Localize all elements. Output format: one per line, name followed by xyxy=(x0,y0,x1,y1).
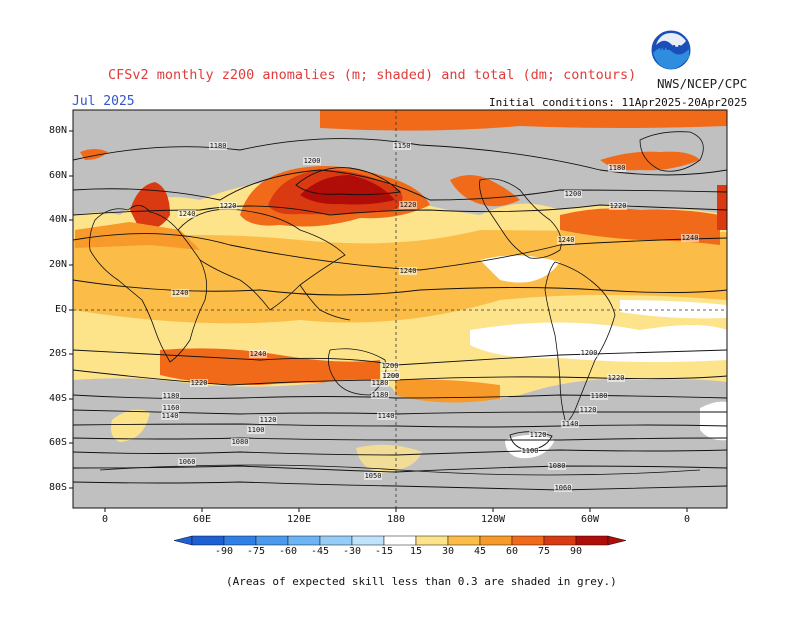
contour-label: 1100 xyxy=(248,426,265,434)
colorbar-swatch xyxy=(575,535,609,546)
shaded-anomalies xyxy=(73,110,727,508)
lon-label-0: 0 xyxy=(101,514,109,525)
contour-label: 1240 xyxy=(400,267,417,275)
contour-label: 1050 xyxy=(365,472,382,480)
lat-label-60s: 60S xyxy=(48,437,67,448)
coastlines xyxy=(89,131,704,476)
colorbar-swatch xyxy=(191,535,225,546)
contour-label: 1200 xyxy=(581,349,598,357)
lat-label-80n: 80N xyxy=(48,125,67,136)
colorbar-tick-label: 60 xyxy=(505,546,519,557)
contour-label: 1060 xyxy=(179,458,196,466)
colorbar-swatch xyxy=(447,535,481,546)
contour-label: 1180 xyxy=(609,164,626,172)
skill-footnote: (Areas of expected skill less than 0.3 a… xyxy=(226,575,617,588)
lat-label-eq: EQ xyxy=(54,304,67,315)
axis-ticks xyxy=(69,130,688,512)
lon-label-0-east: 0 xyxy=(683,514,691,525)
contour-label: 1140 xyxy=(378,412,395,420)
contour-label: 1160 xyxy=(163,404,180,412)
colorbar-tick-label: -15 xyxy=(374,546,394,557)
colorbar-swatch xyxy=(319,535,353,546)
colorbar-tick-label: 90 xyxy=(569,546,583,557)
colorbar-swatch xyxy=(287,535,321,546)
lon-label-60w: 60W xyxy=(580,514,600,525)
contour-label: 1200 xyxy=(304,157,321,165)
contour-label: 1220 xyxy=(220,202,237,210)
contour-label: 1120 xyxy=(530,431,547,439)
contour-label: 1120 xyxy=(580,406,597,414)
contour-labels: 1180 115012001220124012401240122011801200… xyxy=(161,142,699,492)
contour-label: 1180 xyxy=(372,379,389,387)
lat-label-60n: 60N xyxy=(48,170,67,181)
colorbar-swatch xyxy=(223,535,257,546)
contour-label: 1240 xyxy=(558,236,575,244)
contour-label: 1100 xyxy=(522,447,539,455)
lon-label-180: 180 xyxy=(386,514,406,525)
contour-label: 1240 xyxy=(179,210,196,218)
contour-label: 1140 xyxy=(562,420,579,428)
lon-label-120e: 120E xyxy=(286,514,312,525)
forecast-period: Jul 2025 xyxy=(72,94,135,109)
colorbar-swatch xyxy=(543,535,577,546)
contour-label: 1240 xyxy=(682,234,699,242)
contour-label: 1220 xyxy=(400,201,417,209)
contour-label: 1220 xyxy=(608,374,625,382)
contour-label: 1240 xyxy=(172,289,189,297)
contour-label: 1180 xyxy=(591,392,608,400)
contour-label: 1220 xyxy=(191,379,208,387)
contour-label: 1140 xyxy=(162,412,179,420)
contour-label: 1060 xyxy=(555,484,572,492)
colorbar-tick-label: -90 xyxy=(214,546,234,557)
colorbar-tick-label: 15 xyxy=(409,546,423,557)
contour-label: 1180 xyxy=(372,391,389,399)
colorbar-right-arrow xyxy=(607,535,627,546)
contour-label: 1220 xyxy=(610,202,627,210)
lon-label-60e: 60E xyxy=(192,514,212,525)
lat-label-20s: 20S xyxy=(48,348,67,359)
contour-label: 1150 xyxy=(394,142,411,150)
colorbar-tick-label: -75 xyxy=(246,546,266,557)
lon-label-120w: 120W xyxy=(480,514,506,525)
colorbar-swatch xyxy=(351,535,385,546)
contour-label: 1200 xyxy=(383,372,400,380)
initial-conditions: Initial conditions: 11Apr2025-20Apr2025 xyxy=(489,96,748,109)
contour-label: 1180 xyxy=(163,392,180,400)
colorbar-left-arrow xyxy=(173,535,193,546)
chart-title: CFSv2 monthly z200 anomalies (m; shaded)… xyxy=(108,67,637,83)
source-label: NWS/NCEP/CPC xyxy=(657,76,748,91)
svg-text:NOAA: NOAA xyxy=(660,44,683,52)
contour-label: 1200 xyxy=(382,362,399,370)
contour-label: 1120 xyxy=(260,416,277,424)
noaa-logo-icon: NOAA xyxy=(650,29,692,71)
contour-label: 1180 xyxy=(210,142,227,150)
lat-label-80s: 80S xyxy=(48,482,67,493)
colorbar-swatch xyxy=(255,535,289,546)
contour-label: 1080 xyxy=(232,438,249,446)
contour-label: 1200 xyxy=(565,190,582,198)
contour-label: 1080 xyxy=(549,462,566,470)
lat-label-20n: 20N xyxy=(48,259,67,270)
colorbar-swatch xyxy=(479,535,513,546)
contour-label: 1240 xyxy=(250,350,267,358)
colorbar-tick-label: 30 xyxy=(441,546,455,557)
colorbar-swatch xyxy=(415,535,449,546)
lat-label-40n: 40N xyxy=(48,214,67,225)
colorbar-tick-label: -45 xyxy=(310,546,330,557)
colorbar-tick-label: 45 xyxy=(473,546,487,557)
map-frame xyxy=(72,109,728,509)
lat-label-40s: 40S xyxy=(48,393,67,404)
colorbar-tick-label: -30 xyxy=(342,546,362,557)
colorbar-tick-label: 75 xyxy=(537,546,551,557)
colorbar-swatch xyxy=(383,535,417,546)
colorbar-tick-label: -60 xyxy=(278,546,298,557)
colorbar-swatch xyxy=(511,535,545,546)
